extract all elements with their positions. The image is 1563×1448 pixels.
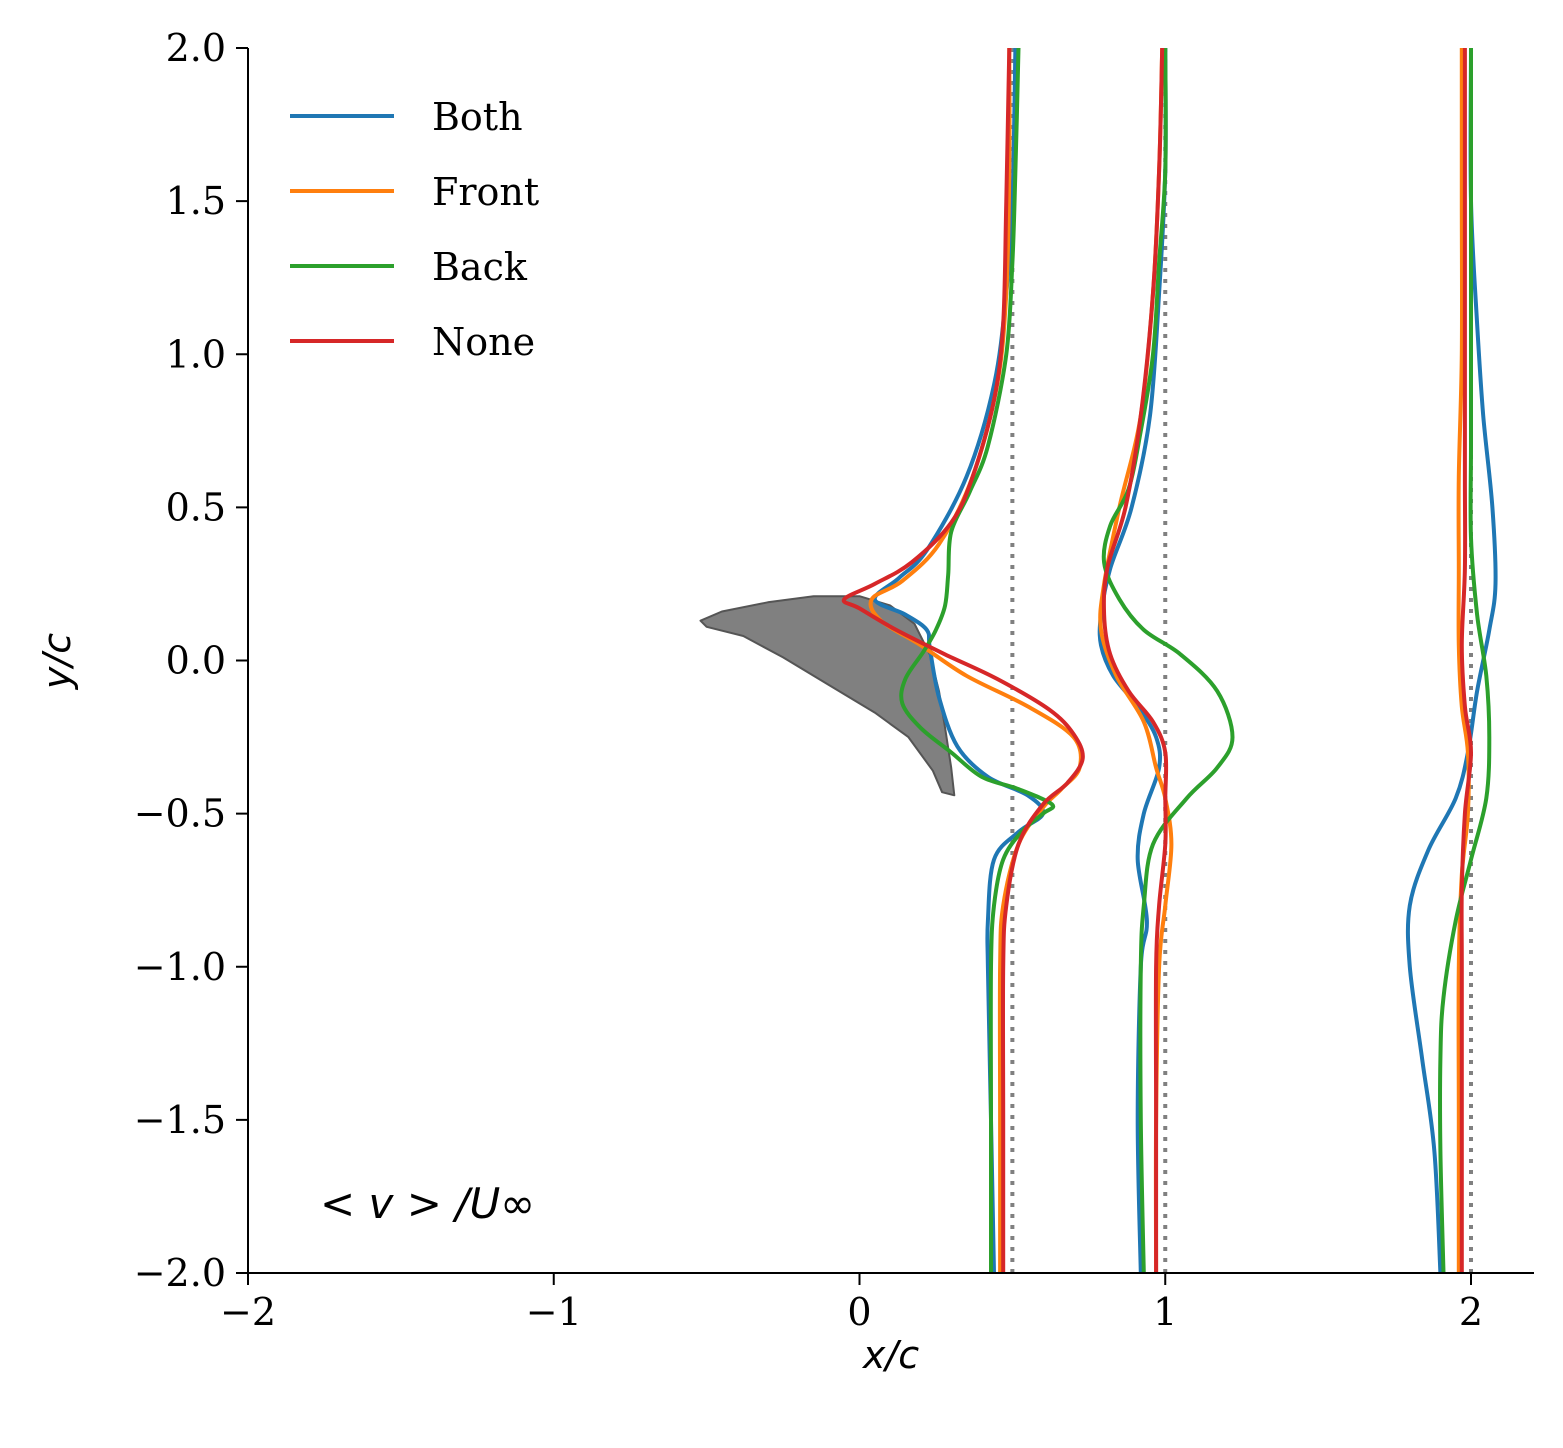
y-tick-label: 1.5 [166, 179, 226, 223]
y-tick-label: −0.5 [134, 792, 226, 836]
legend-label-back: Back [432, 245, 528, 289]
quantity-annotation: < v > /U∞ [320, 1179, 535, 1228]
series-none-profile-1 [1101, 48, 1169, 1273]
series-none-profile-0 [841, 48, 1085, 1273]
y-tick-label: −1.5 [134, 1098, 226, 1142]
series-back-profile-2 [1438, 48, 1492, 1273]
x-tick-label: 1 [1153, 1290, 1177, 1334]
series-front-profile-2 [1456, 48, 1471, 1273]
series-both-profile-2 [1405, 48, 1498, 1273]
y-axis-label: y/c [35, 633, 79, 690]
series-back-profile-0 [899, 48, 1056, 1273]
y-tick-label: 1.0 [166, 332, 226, 376]
y-tick-label: 2.0 [166, 26, 226, 70]
x-tick-label: 0 [847, 1290, 871, 1334]
legend-label-front: Front [432, 170, 539, 214]
y-tick-label: −1.0 [134, 945, 226, 989]
legend: Both Front Back None [290, 95, 539, 364]
y-tick-label: 0.0 [166, 639, 226, 683]
y-tick-label: −2.0 [134, 1251, 226, 1295]
legend-label-both: Both [432, 95, 523, 139]
series-none-profile-2 [1459, 48, 1473, 1273]
series-both-profile-0 [872, 48, 1046, 1273]
x-tick-label: −2 [220, 1290, 276, 1334]
x-axis-label: x/c [862, 1333, 919, 1377]
legend-label-none: None [432, 320, 535, 364]
airfoil-shape [699, 595, 956, 797]
series-back-profile-1 [1101, 48, 1235, 1273]
x-tick-label: 2 [1459, 1290, 1483, 1334]
x-tick-label: −1 [526, 1290, 582, 1334]
y-tick-label: 0.5 [166, 485, 226, 529]
